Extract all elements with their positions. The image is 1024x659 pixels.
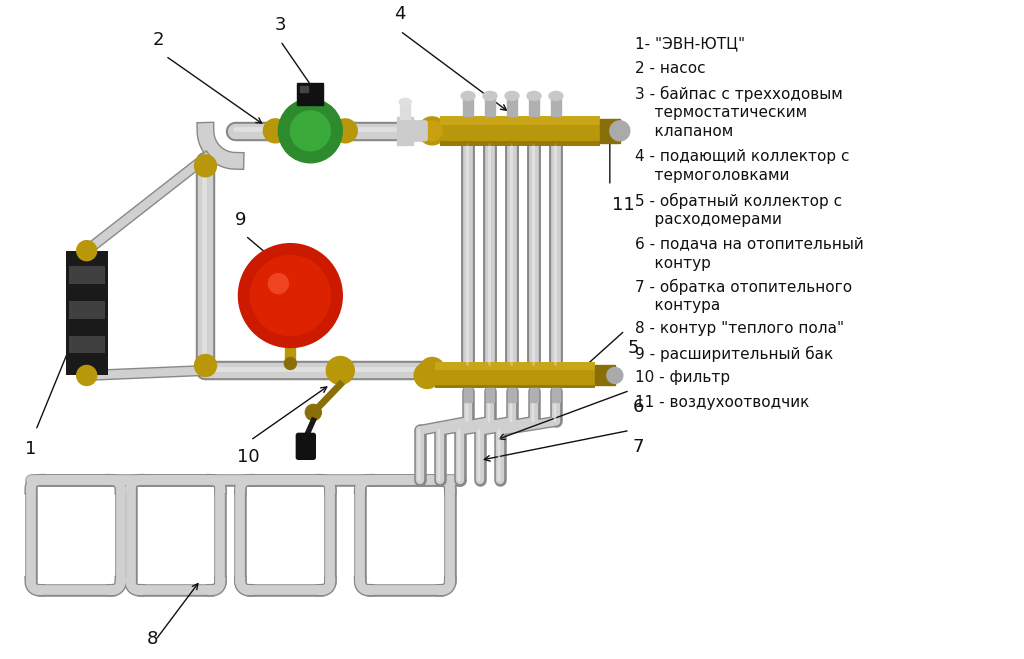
Text: 6: 6 (633, 399, 644, 416)
Ellipse shape (505, 92, 519, 100)
Text: термоголовками: термоголовками (635, 168, 790, 183)
Text: 11 - воздухоотводчик: 11 - воздухоотводчик (635, 395, 809, 411)
Text: 7 - обратка отопительного: 7 - обратка отопительного (635, 279, 852, 295)
Ellipse shape (483, 92, 497, 100)
Circle shape (195, 355, 216, 376)
Circle shape (77, 366, 96, 386)
Circle shape (607, 368, 623, 384)
Ellipse shape (527, 92, 541, 100)
Text: 1: 1 (25, 440, 37, 459)
Text: контура: контура (635, 298, 720, 312)
Circle shape (419, 357, 445, 384)
Text: 10: 10 (238, 448, 260, 467)
Circle shape (333, 119, 357, 143)
Text: расходомерами: расходомерами (635, 212, 781, 227)
Bar (286, 343, 295, 364)
Circle shape (418, 117, 446, 145)
Circle shape (195, 155, 216, 177)
Bar (464, 388, 472, 403)
Ellipse shape (399, 98, 412, 105)
Text: 10 - фильтр: 10 - фильтр (635, 370, 730, 386)
Bar (530, 388, 538, 403)
Bar (507, 98, 517, 116)
Text: 2: 2 (153, 31, 164, 49)
Text: 7: 7 (633, 438, 644, 456)
Bar (440, 141, 600, 146)
Bar (435, 385, 595, 388)
Circle shape (251, 256, 331, 335)
Bar (595, 366, 614, 386)
Text: 3: 3 (274, 16, 286, 34)
Circle shape (279, 99, 342, 163)
Bar (463, 98, 473, 116)
Text: 5 - обратный коллектор с: 5 - обратный коллектор с (635, 192, 842, 209)
Text: клапаном: клапаном (635, 124, 733, 139)
Text: 2 - насос: 2 - насос (635, 61, 706, 76)
Bar (297, 83, 324, 105)
Bar (440, 116, 600, 125)
Text: 5: 5 (628, 339, 639, 357)
FancyBboxPatch shape (403, 121, 427, 141)
FancyBboxPatch shape (296, 434, 315, 459)
Text: 4: 4 (394, 5, 406, 23)
Text: 8: 8 (146, 630, 159, 648)
Circle shape (422, 121, 442, 141)
Bar (428, 121, 442, 141)
Ellipse shape (549, 92, 563, 100)
Bar (69, 301, 104, 318)
Bar (400, 103, 411, 119)
Text: 8 - контур "теплого пола": 8 - контур "теплого пола" (635, 320, 844, 335)
Bar (423, 366, 437, 386)
Text: 11: 11 (611, 196, 635, 214)
Bar (485, 98, 495, 116)
Text: 3 - байпас с трехходовым: 3 - байпас с трехходовым (635, 86, 843, 102)
Bar (397, 117, 413, 145)
Bar (551, 98, 561, 116)
Circle shape (263, 119, 288, 143)
Bar (529, 98, 539, 116)
Circle shape (239, 244, 342, 347)
Text: 1- "ЭВН-ЮТЦ": 1- "ЭВН-ЮТЦ" (635, 36, 744, 51)
Text: 4 - подающий коллектор с: 4 - подающий коллектор с (635, 149, 849, 164)
Bar (69, 266, 104, 283)
Circle shape (305, 405, 322, 420)
Circle shape (291, 111, 331, 151)
Circle shape (77, 241, 96, 261)
Bar (66, 250, 108, 376)
Bar (600, 119, 620, 143)
Circle shape (285, 357, 296, 370)
Text: термостатическим: термостатическим (635, 105, 807, 120)
Bar (435, 362, 595, 370)
Bar (435, 362, 595, 388)
Bar (552, 388, 560, 403)
Ellipse shape (461, 92, 475, 100)
Text: контур: контур (635, 256, 711, 271)
Text: 9 - расширительный бак: 9 - расширительный бак (635, 345, 834, 362)
Bar (508, 388, 516, 403)
Circle shape (610, 121, 630, 141)
Circle shape (327, 357, 354, 384)
Bar (69, 335, 104, 353)
Bar (486, 388, 494, 403)
Bar (300, 86, 308, 92)
Circle shape (414, 362, 440, 388)
Text: 6 - подача на отопительный: 6 - подача на отопительный (635, 237, 863, 252)
Bar (440, 116, 600, 146)
Text: 9: 9 (234, 211, 246, 229)
Circle shape (268, 273, 289, 294)
